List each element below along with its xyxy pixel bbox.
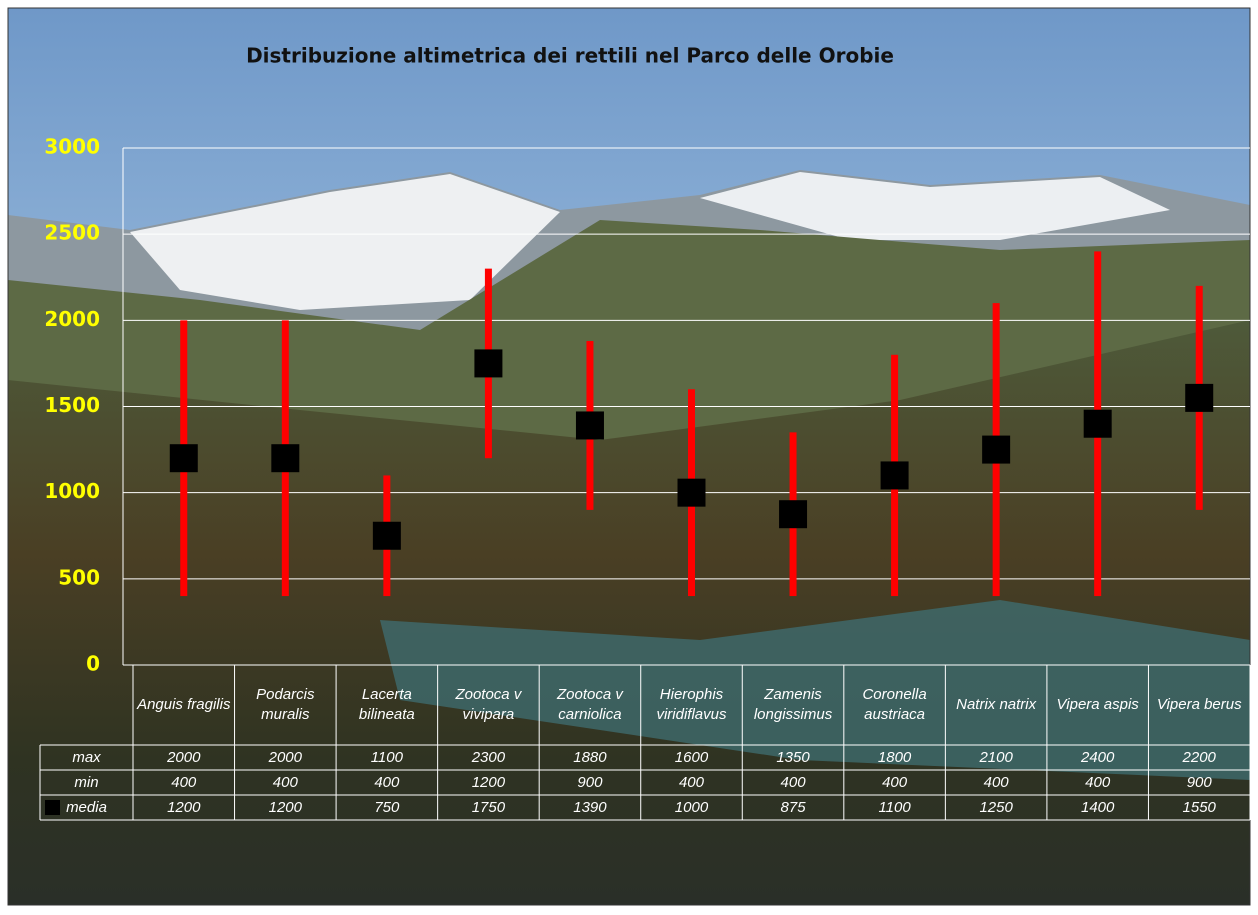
y-tick-label: 1000 xyxy=(44,479,100,503)
table-value: 1200 xyxy=(471,773,506,791)
category-label: Anguis fragilis xyxy=(137,696,231,713)
table-value: 1200 xyxy=(167,798,201,816)
background-photo xyxy=(7,7,1251,906)
table-value: 875 xyxy=(780,798,806,816)
y-tick-label: 500 xyxy=(58,565,100,589)
table-value: 400 xyxy=(1085,773,1111,791)
mean-marker xyxy=(1185,383,1214,412)
table-value: 2100 xyxy=(979,748,1013,766)
table-value: 750 xyxy=(374,798,400,816)
table-value: 1400 xyxy=(1080,798,1115,816)
table-value: 900 xyxy=(1186,773,1212,791)
table-value: 400 xyxy=(272,773,298,791)
category-label: Natrix natrix xyxy=(956,696,1037,713)
category-label: Zootoca v vivipara xyxy=(455,686,522,723)
mean-marker xyxy=(779,500,808,529)
table-value: 1250 xyxy=(979,798,1013,816)
table-value: 2400 xyxy=(1080,748,1115,766)
table-value: 400 xyxy=(171,773,197,791)
table-value: 1200 xyxy=(268,798,302,816)
chart-title: Distribuzione altimetrica dei rettili ne… xyxy=(246,44,894,68)
table-value: 1750 xyxy=(471,798,506,816)
legend-key xyxy=(45,800,60,815)
table-value: 2300 xyxy=(471,748,506,766)
table-value: 1880 xyxy=(573,748,607,766)
category-label: Lacerta bilineata xyxy=(358,686,415,723)
table-value: 400 xyxy=(374,773,400,791)
table-value: 1390 xyxy=(573,798,607,816)
table-value: 900 xyxy=(577,773,603,791)
y-tick-label: 3000 xyxy=(44,135,100,159)
table-row-label: max xyxy=(72,748,101,766)
category-label: Zamenis longissimus xyxy=(753,686,833,723)
category-label: Zootoca v carniolica xyxy=(557,686,623,723)
table-value: 400 xyxy=(678,773,704,791)
table-value: 1100 xyxy=(370,748,403,766)
category-label: Coronella austriaca xyxy=(862,686,927,723)
table-value: 1550 xyxy=(1182,798,1216,816)
y-tick-label: 2500 xyxy=(44,221,100,245)
table-value: 1600 xyxy=(674,748,709,766)
mean-marker xyxy=(271,444,300,473)
table-value: 1100 xyxy=(878,798,911,816)
category-label: Hierophis viridiflavus xyxy=(656,686,727,723)
category-label: Vipera aspis xyxy=(1056,696,1139,713)
table-value: 2000 xyxy=(167,748,201,766)
mean-marker xyxy=(677,478,706,507)
y-tick-label: 1500 xyxy=(44,393,100,417)
mean-marker xyxy=(982,435,1011,464)
table-value: 1800 xyxy=(877,748,912,766)
mean-marker xyxy=(880,461,909,490)
table-value: 2200 xyxy=(1182,748,1216,766)
table-value: 400 xyxy=(983,773,1009,791)
mean-marker xyxy=(1083,409,1112,438)
table-value: 2000 xyxy=(268,748,302,766)
table-value: 1000 xyxy=(674,798,709,816)
table-value: 400 xyxy=(882,773,908,791)
table-value: 400 xyxy=(780,773,806,791)
mean-marker xyxy=(372,521,401,550)
y-tick-label: 2000 xyxy=(44,307,100,331)
mean-marker xyxy=(169,444,198,473)
category-label: Podarcis muralis xyxy=(256,686,315,723)
table-row-label: media xyxy=(66,798,107,816)
table-value: 1350 xyxy=(776,748,810,766)
mean-marker xyxy=(474,349,503,378)
category-label: Vipera berus xyxy=(1156,696,1242,713)
mean-marker xyxy=(575,411,604,440)
y-tick-label: 0 xyxy=(86,652,100,676)
table-row-label: min xyxy=(74,773,99,791)
